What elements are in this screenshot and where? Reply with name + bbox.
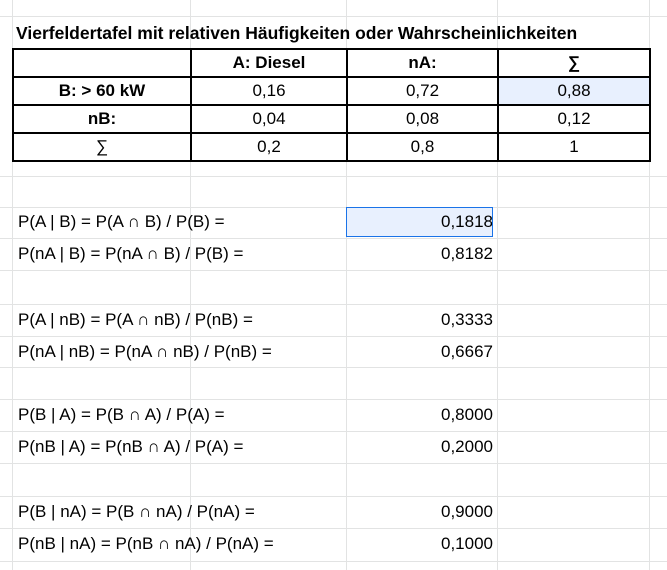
formula-result[interactable]: 0,2000 [441, 437, 493, 456]
contingency-table: A: Diesel nA: ∑ B: > 60 kW 0,16 0,72 0,8… [12, 48, 651, 162]
table-row: ∑ 0,2 0,8 1 [12, 132, 651, 162]
table-cell[interactable]: 0,2 [190, 132, 348, 162]
calculation-row: P(nA | nB) = P(nA ∩ nB) / P(nB) = 0,6667 [0, 337, 667, 367]
table-cell[interactable]: 0,12 [497, 104, 651, 134]
table-cell[interactable]: 0,16 [190, 76, 348, 106]
formula-label[interactable]: P(nB | A) = P(nB ∩ A) / P(A) = [18, 437, 244, 456]
table-cell[interactable]: 0,8 [346, 132, 499, 162]
grid-col-line [497, 0, 498, 570]
grid-row-line [0, 207, 667, 208]
grid-row-line [0, 496, 667, 497]
grid-col-line [649, 0, 650, 570]
grid-row-line [0, 336, 667, 337]
formula-result[interactable]: 0,9000 [441, 502, 493, 521]
calculation-row: P(nB | nA) = P(nB ∩ nA) / P(nA) = 0,1000 [0, 529, 667, 559]
grid-col-line [12, 0, 13, 570]
row-header-sum[interactable]: ∑ [12, 132, 192, 162]
formula-result[interactable]: 0,3333 [441, 310, 493, 329]
calculation-row: P(nA | B) = P(nA ∩ B) / P(B) = 0,8182 [0, 239, 667, 269]
table-cell[interactable]: 0,88 [497, 76, 651, 106]
formula-result[interactable]: 0,6667 [441, 342, 493, 361]
grid-row-line [0, 399, 667, 400]
calculation-row: P(A | nB) = P(A ∩ nB) / P(nB) = 0,3333 [0, 305, 667, 335]
row-header-b[interactable]: B: > 60 kW [12, 76, 192, 106]
grid-row-line [0, 176, 667, 177]
grid-row-line [0, 270, 667, 271]
formula-result[interactable]: 0,8000 [441, 405, 493, 424]
table-row: nB: 0,04 0,08 0,12 [12, 104, 651, 134]
column-header-sum[interactable]: ∑ [497, 48, 651, 78]
table-header-row: A: Diesel nA: ∑ [12, 48, 651, 78]
grid-row-line [0, 238, 667, 239]
table-cell[interactable]: 0,72 [346, 76, 499, 106]
grid-row-line [0, 367, 667, 368]
grid-col-line [190, 0, 191, 570]
grid-row-line [0, 431, 667, 432]
grid-row-line [0, 304, 667, 305]
formula-label[interactable]: P(A | nB) = P(A ∩ nB) / P(nB) = [18, 310, 253, 329]
calculation-row: P(nB | A) = P(nB ∩ A) / P(A) = 0,2000 [0, 432, 667, 462]
calculation-row: P(A | B) = P(A ∩ B) / P(B) = 0,1818 [0, 207, 667, 237]
sheet-title[interactable]: Vierfeldertafel mit relativen Häufigkeit… [16, 23, 578, 43]
row-header-not-b[interactable]: nB: [12, 104, 192, 134]
grid-row-line [0, 561, 667, 562]
calculation-row: P(B | A) = P(B ∩ A) / P(A) = 0,8000 [0, 400, 667, 430]
table-cell[interactable]: 1 [497, 132, 651, 162]
formula-label[interactable]: P(nA | nB) = P(nA ∩ nB) / P(nB) = [18, 342, 272, 361]
grid-row-line [0, 528, 667, 529]
table-row: B: > 60 kW 0,16 0,72 0,88 [12, 76, 651, 106]
grid-row-line [0, 16, 667, 17]
table-cell[interactable]: 0,04 [190, 104, 348, 134]
formula-label[interactable]: P(A | B) = P(A ∩ B) / P(B) = [18, 212, 225, 231]
table-cell[interactable]: 0,08 [346, 104, 499, 134]
formula-label[interactable]: P(B | A) = P(B ∩ A) / P(A) = [18, 405, 225, 424]
grid-col-line [346, 0, 347, 570]
column-header-not-a[interactable]: nA: [346, 48, 499, 78]
grid-row-line [0, 463, 667, 464]
formula-label[interactable]: P(nB | nA) = P(nB ∩ nA) / P(nA) = [18, 534, 274, 553]
table-cell[interactable] [12, 48, 192, 78]
formula-label[interactable]: P(B | nA) = P(B ∩ nA) / P(nA) = [18, 502, 255, 521]
formula-result[interactable]: 0,8182 [441, 244, 493, 263]
column-header-diesel[interactable]: A: Diesel [190, 48, 348, 78]
formula-label[interactable]: P(nA | B) = P(nA ∩ B) / P(B) = [18, 244, 244, 263]
calculation-row: P(B | nA) = P(B ∩ nA) / P(nA) = 0,9000 [0, 497, 667, 527]
formula-result[interactable]: 0,1000 [441, 534, 493, 553]
formula-result[interactable]: 0,1818 [346, 207, 493, 237]
